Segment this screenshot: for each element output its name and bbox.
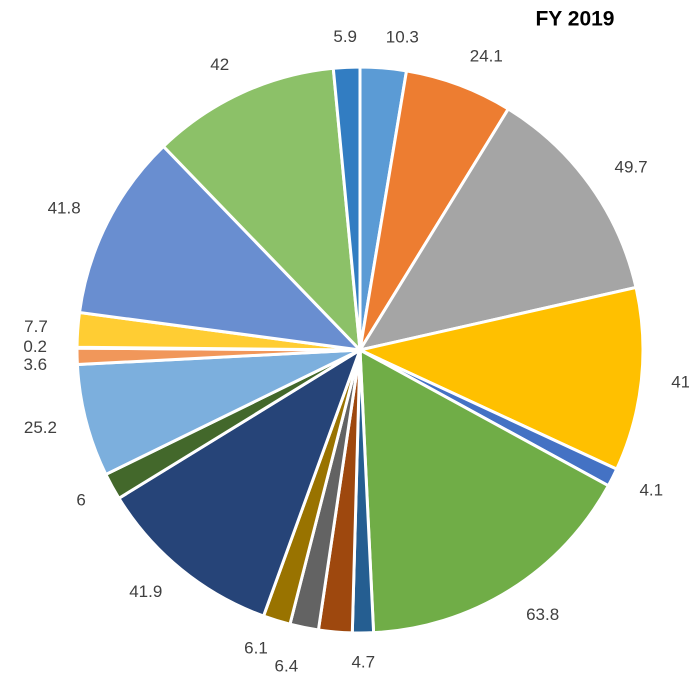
pie-slice xyxy=(77,144,365,353)
pie-slice xyxy=(331,65,362,351)
pie-slice xyxy=(75,348,361,477)
data-label: 5.9 xyxy=(333,27,357,46)
pie-slice xyxy=(358,347,611,635)
chart-title: FY 2019 xyxy=(535,8,614,31)
data-label: 49.7 xyxy=(615,157,648,176)
pie-slice xyxy=(355,285,645,472)
data-label: 10.3 xyxy=(386,28,419,47)
data-label: 42 xyxy=(210,55,229,74)
data-label: 4.7 xyxy=(351,652,375,671)
pie-slice xyxy=(161,66,362,355)
data-label: 3.6 xyxy=(23,355,47,374)
data-label: 41.9 xyxy=(129,582,162,601)
pie-slice xyxy=(356,106,638,353)
data-label: 4.1 xyxy=(639,480,663,499)
data-label: 24.1 xyxy=(470,46,503,65)
data-label: 7.7 xyxy=(24,317,48,336)
data-label: 6.1 xyxy=(244,639,268,658)
data-label: 41 xyxy=(671,373,689,392)
data-label: 0.2 xyxy=(23,337,47,356)
data-label: 6 xyxy=(76,490,85,509)
pie-slice xyxy=(116,346,363,618)
data-label: 6.4 xyxy=(275,657,299,676)
data-label: 41.8 xyxy=(48,198,81,217)
data-label: 25.2 xyxy=(24,418,57,437)
data-label: 7.5 xyxy=(309,675,333,677)
data-label: 63.8 xyxy=(526,605,559,624)
